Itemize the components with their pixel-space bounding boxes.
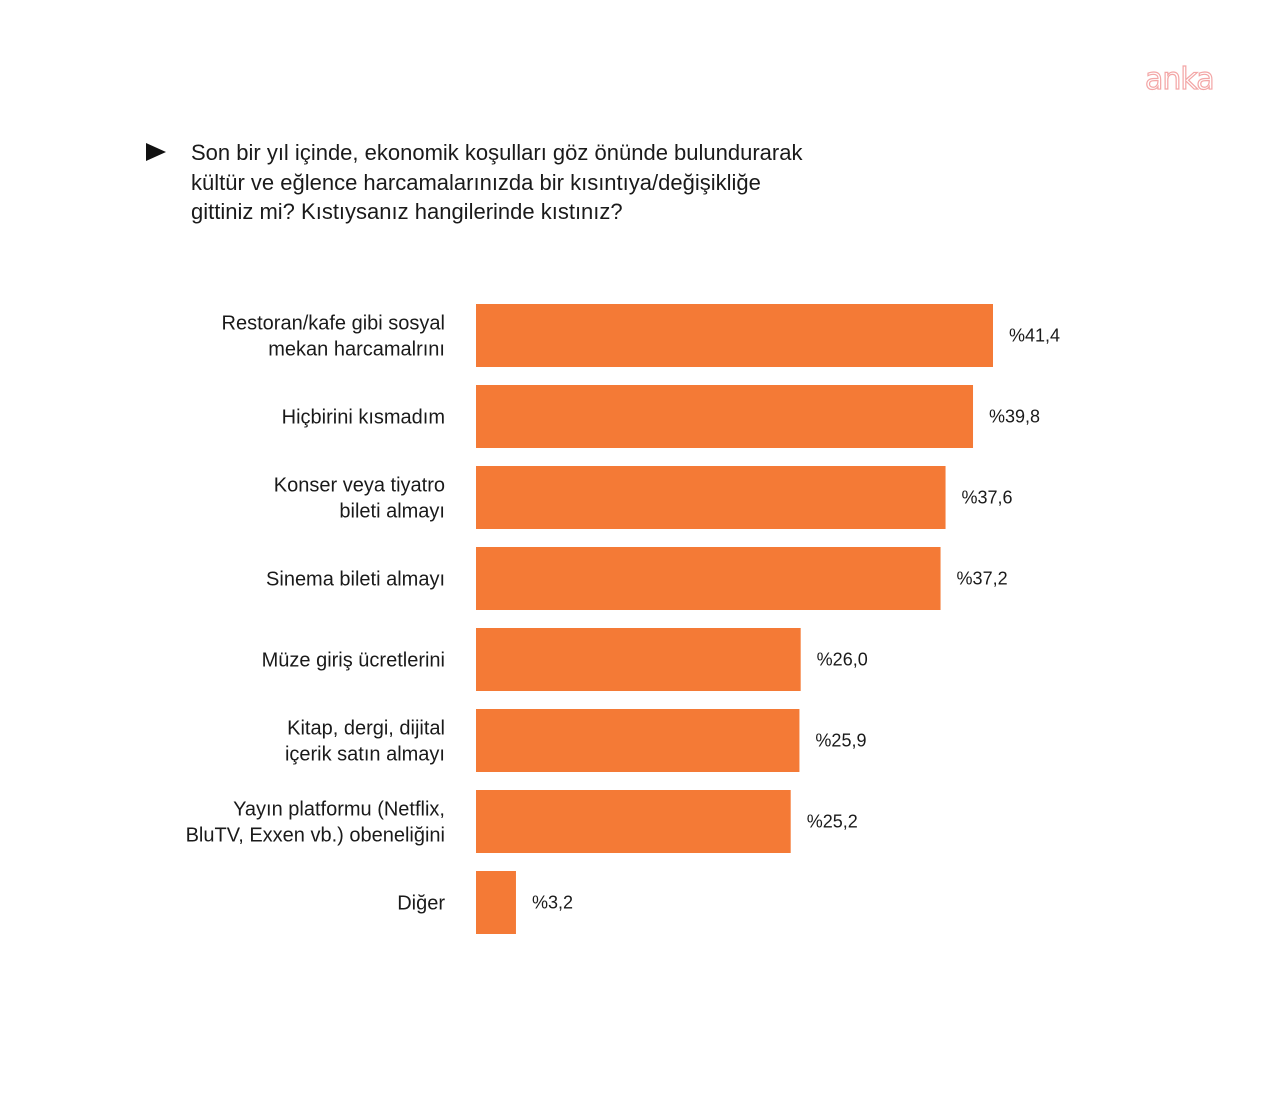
bar xyxy=(476,304,993,367)
category-label: Restoran/kafe gibi sosyal xyxy=(222,313,445,335)
question-line: gittiniz mi? Kıstıysanız hangilerinde kı… xyxy=(191,199,623,224)
category-label: Sinema bileti almayı xyxy=(266,569,445,591)
value-label: %37,6 xyxy=(962,488,1013,508)
bar xyxy=(476,628,801,691)
bar xyxy=(476,790,791,853)
value-label: %25,9 xyxy=(815,731,866,751)
question-line: kültür ve eğlence harcamalarınızda bir k… xyxy=(191,169,761,195)
anka-watermark: anka xyxy=(1144,61,1215,97)
value-label: %37,2 xyxy=(957,569,1008,589)
category-label: içerik satın almayı xyxy=(285,744,445,766)
category-label: Konser veya tiyatro xyxy=(274,475,445,497)
bar xyxy=(476,547,941,610)
category-label: bileti almayı xyxy=(339,501,445,523)
bar xyxy=(476,385,974,448)
value-label: %25,2 xyxy=(807,812,858,832)
value-label: %26,0 xyxy=(817,650,868,670)
bar xyxy=(476,871,516,934)
category-label: Hiçbirini kısmadım xyxy=(282,407,445,429)
bar xyxy=(476,709,800,772)
value-label: %39,8 xyxy=(989,407,1040,427)
bar xyxy=(476,466,946,529)
category-label: Kitap, dergi, dijital xyxy=(287,718,445,740)
value-label: %3,2 xyxy=(532,893,573,913)
category-label: Diğer xyxy=(397,893,445,915)
question-line: Son bir yıl içinde, ekonomik koşulları g… xyxy=(191,140,803,165)
value-label: %41,4 xyxy=(1009,326,1060,346)
category-label: Müze giriş ücretlerini xyxy=(262,650,445,672)
category-label: mekan harcamalrını xyxy=(268,339,445,361)
category-label: BluTV, Exxen vb.) obeneliğini xyxy=(186,825,445,847)
survey-question: Son bir yıl içinde, ekonomik koşulları g… xyxy=(191,138,911,227)
play-arrow-icon xyxy=(146,143,166,161)
category-label: Yayın platformu (Netflix, xyxy=(233,799,445,821)
